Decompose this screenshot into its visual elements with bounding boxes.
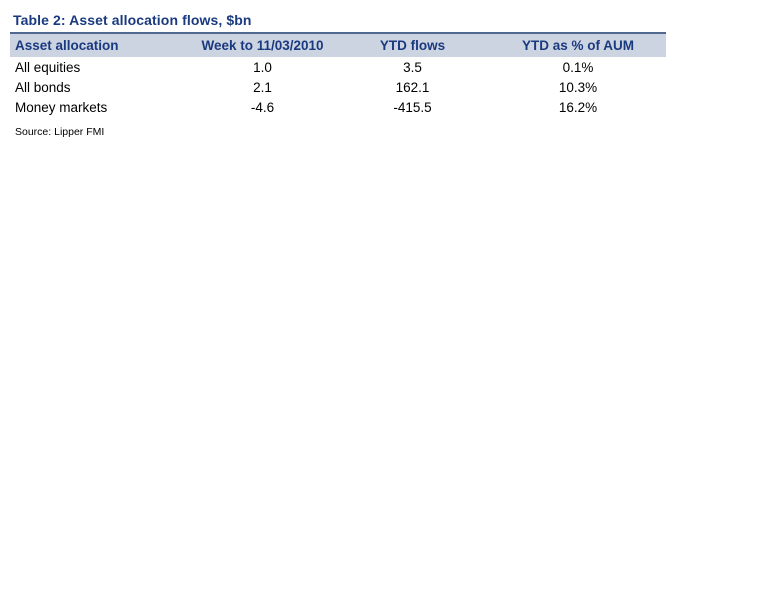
table-row-all-equities: All equities 1.0 3.5 0.1% (10, 57, 666, 77)
column-header-ytd-pct-aum: YTD as % of AUM (490, 34, 666, 57)
table-row-all-bonds: All bonds 2.1 162.1 10.3% (10, 77, 666, 97)
week-flow-value: 1.0 (253, 59, 272, 75)
ytd-flow-value: 162.1 (395, 79, 430, 95)
ytd-flow-value: 3.5 (403, 59, 422, 75)
table-title: Table 2: Asset allocation flows, $bn (13, 12, 252, 28)
row-label: All bonds (15, 79, 71, 95)
ytd-flow-value: -415.5 (393, 99, 432, 115)
week-flow-value: 2.1 (253, 79, 272, 95)
ytd-pct-aum-value: 10.3% (558, 79, 598, 95)
column-header-asset-allocation: Asset allocation (10, 34, 190, 57)
source-note: Source: Lipper FMI (15, 126, 105, 138)
title-rule-divider (10, 32, 666, 34)
column-header-week-flows: Week to 11/03/2010 (190, 34, 335, 57)
asset-allocation-table-block: Table 2: Asset allocation flows, $bn Ass… (10, 12, 666, 138)
table-header-row: Asset allocation Week to 11/03/2010 YTD … (10, 34, 666, 57)
column-header-ytd-flows: YTD flows (335, 34, 490, 57)
ytd-pct-aum-value: 16.2% (558, 99, 598, 115)
week-flow-value: -4.6 (250, 99, 275, 115)
asset-allocation-flows-table: Asset allocation Week to 11/03/2010 YTD … (10, 34, 666, 117)
ytd-pct-aum-value: 0.1% (562, 59, 594, 75)
row-label: All equities (15, 59, 81, 75)
table-row-money-markets: Money markets -4.6 -415.5 16.2% (10, 97, 666, 117)
row-label: Money markets (15, 99, 108, 115)
